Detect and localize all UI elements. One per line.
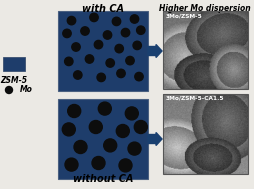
Circle shape <box>125 107 138 120</box>
Circle shape <box>137 26 145 34</box>
Circle shape <box>116 125 129 138</box>
Circle shape <box>65 158 78 171</box>
Circle shape <box>117 69 125 78</box>
Text: without CA: without CA <box>73 174 133 184</box>
Text: Mo: Mo <box>20 85 33 94</box>
Circle shape <box>104 139 117 152</box>
Circle shape <box>130 15 139 23</box>
Circle shape <box>68 105 81 118</box>
Circle shape <box>97 73 105 82</box>
Text: ZSM-5: ZSM-5 <box>1 76 27 85</box>
Circle shape <box>133 41 141 50</box>
Circle shape <box>119 159 132 172</box>
Circle shape <box>103 31 112 39</box>
Circle shape <box>74 71 82 79</box>
Bar <box>163 11 248 89</box>
Circle shape <box>65 57 73 66</box>
Circle shape <box>106 59 114 67</box>
Circle shape <box>135 72 143 81</box>
Circle shape <box>128 142 141 155</box>
FancyArrow shape <box>148 44 162 57</box>
Bar <box>58 99 148 179</box>
Circle shape <box>126 56 134 65</box>
Circle shape <box>85 55 94 63</box>
Circle shape <box>134 121 147 133</box>
Circle shape <box>92 156 105 170</box>
Text: Higher Mo dispersion: Higher Mo dispersion <box>159 4 251 13</box>
Circle shape <box>89 121 102 133</box>
FancyArrow shape <box>148 132 162 146</box>
Circle shape <box>81 27 89 35</box>
Bar <box>58 11 148 91</box>
Circle shape <box>98 102 111 115</box>
Circle shape <box>115 44 123 53</box>
Circle shape <box>67 16 76 25</box>
Bar <box>163 94 248 174</box>
Circle shape <box>112 17 121 26</box>
Circle shape <box>6 87 12 94</box>
Circle shape <box>121 28 130 37</box>
Circle shape <box>94 40 103 49</box>
Circle shape <box>63 29 71 38</box>
Circle shape <box>62 123 75 136</box>
Circle shape <box>90 13 98 22</box>
Circle shape <box>72 43 80 51</box>
Bar <box>3 57 25 71</box>
Text: with CA: with CA <box>82 4 124 14</box>
Text: 3Mo/ZSM-5-CA1.5: 3Mo/ZSM-5-CA1.5 <box>166 96 225 101</box>
Circle shape <box>74 140 87 153</box>
Text: 3Mo/ZSM-5: 3Mo/ZSM-5 <box>166 13 203 18</box>
